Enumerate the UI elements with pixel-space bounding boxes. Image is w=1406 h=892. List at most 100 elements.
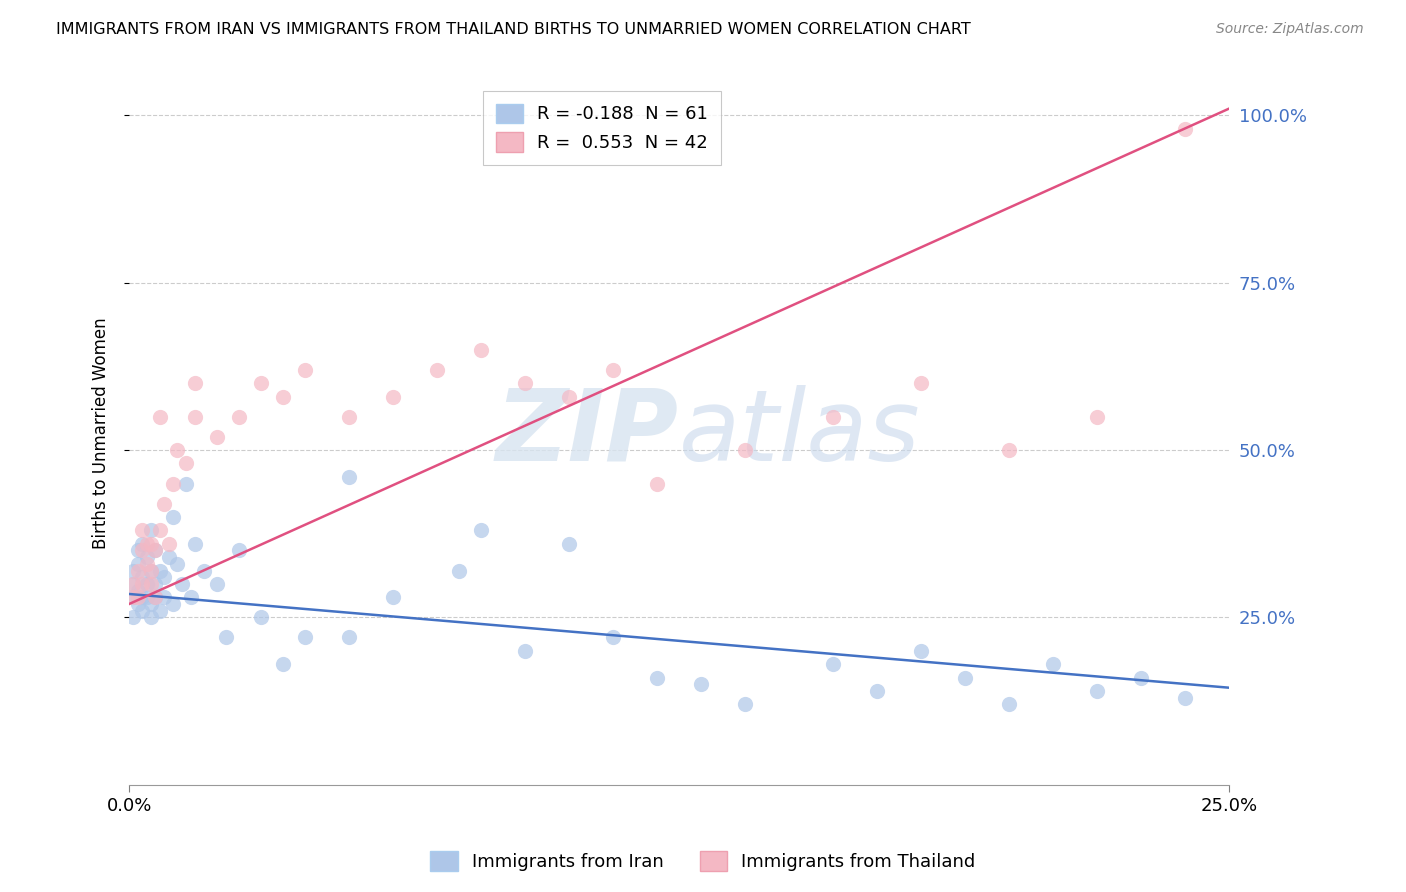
Point [645, 671, 668, 685]
Point [250, 376, 273, 391]
Point [139, 597, 162, 611]
Point [153, 591, 176, 605]
Point [122, 610, 145, 624]
Text: atlas: atlas [679, 384, 921, 482]
Point [153, 570, 176, 584]
Point [1174, 690, 1197, 705]
Point [135, 550, 157, 565]
Point [122, 577, 145, 591]
Point [228, 409, 250, 424]
Point [821, 657, 844, 672]
Point [127, 543, 149, 558]
Point [866, 684, 889, 698]
Point [135, 537, 157, 551]
Legend: R = -0.188  N = 61, R =  0.553  N = 42: R = -0.188 N = 61, R = 0.553 N = 42 [484, 91, 721, 165]
Point [122, 591, 145, 605]
Point [1129, 671, 1152, 685]
Text: ZIP: ZIP [496, 384, 679, 482]
Point [145, 591, 167, 605]
Point [734, 698, 756, 712]
Point [127, 564, 149, 578]
Point [145, 591, 167, 605]
Point [131, 591, 153, 605]
Point [910, 376, 932, 391]
Point [1085, 409, 1108, 424]
Point [271, 390, 294, 404]
Y-axis label: Births to Unmarried Women: Births to Unmarried Women [93, 318, 110, 549]
Point [953, 671, 976, 685]
Point [645, 476, 668, 491]
Point [145, 577, 167, 591]
Point [139, 564, 162, 578]
Point [127, 583, 149, 598]
Text: Source: ZipAtlas.com: Source: ZipAtlas.com [1216, 22, 1364, 37]
Point [447, 564, 470, 578]
Point [271, 657, 294, 672]
Point [180, 591, 202, 605]
Point [1042, 657, 1064, 672]
Point [558, 537, 581, 551]
Point [470, 524, 492, 538]
Point [131, 570, 153, 584]
Point [205, 577, 228, 591]
Point [184, 537, 207, 551]
Point [228, 543, 250, 558]
Point [690, 677, 713, 691]
Point [470, 343, 492, 357]
Point [998, 443, 1021, 458]
Point [162, 597, 184, 611]
Point [174, 476, 197, 491]
Point [166, 557, 188, 571]
Point [135, 557, 157, 571]
Point [1174, 121, 1197, 136]
Point [382, 591, 405, 605]
Point [131, 577, 153, 591]
Point [1085, 684, 1108, 698]
Point [149, 524, 172, 538]
Point [821, 409, 844, 424]
Point [337, 631, 360, 645]
Point [127, 597, 149, 611]
Point [513, 376, 536, 391]
Point [149, 409, 172, 424]
Point [250, 610, 273, 624]
Point [145, 543, 167, 558]
Point [139, 610, 162, 624]
Point [294, 363, 316, 377]
Point [337, 409, 360, 424]
Point [131, 543, 153, 558]
Point [127, 557, 149, 571]
Point [426, 363, 449, 377]
Point [215, 631, 238, 645]
Point [131, 604, 153, 618]
Point [602, 363, 624, 377]
Point [131, 524, 153, 538]
Point [127, 591, 149, 605]
Point [135, 591, 157, 605]
Point [139, 577, 162, 591]
Point [135, 577, 157, 591]
Point [734, 443, 756, 458]
Point [170, 577, 193, 591]
Point [174, 457, 197, 471]
Point [998, 698, 1021, 712]
Point [184, 409, 207, 424]
Point [162, 476, 184, 491]
Text: IMMIGRANTS FROM IRAN VS IMMIGRANTS FROM THAILAND BIRTHS TO UNMARRIED WOMEN CORRE: IMMIGRANTS FROM IRAN VS IMMIGRANTS FROM … [56, 22, 972, 37]
Point [337, 470, 360, 484]
Point [910, 644, 932, 658]
Point [131, 537, 153, 551]
Point [166, 443, 188, 458]
Point [139, 537, 162, 551]
Point [149, 564, 172, 578]
Point [157, 550, 180, 565]
Point [184, 376, 207, 391]
Point [558, 390, 581, 404]
Point [294, 631, 316, 645]
Legend: Immigrants from Iran, Immigrants from Thailand: Immigrants from Iran, Immigrants from Th… [423, 844, 983, 879]
Point [153, 497, 176, 511]
Point [193, 564, 215, 578]
Point [205, 430, 228, 444]
Point [139, 524, 162, 538]
Point [149, 604, 172, 618]
